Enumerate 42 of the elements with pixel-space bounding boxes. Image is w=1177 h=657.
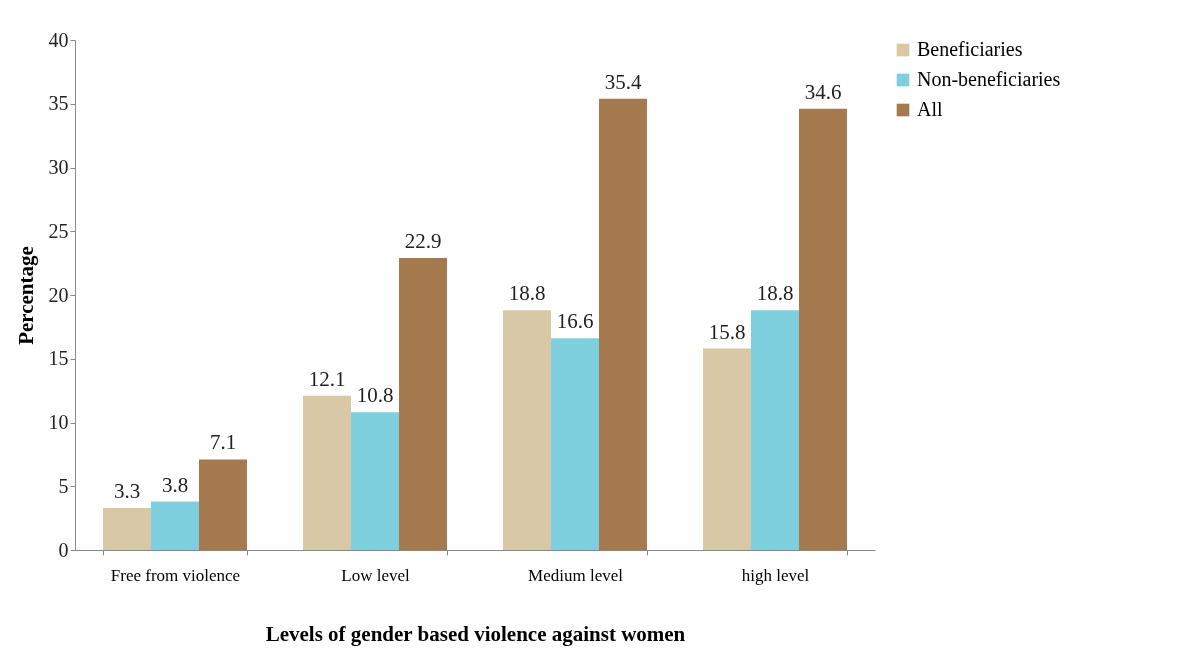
y-tick-label: 20	[48, 283, 69, 306]
y-tick-label: 25	[48, 219, 69, 242]
x-tick-label: high level	[741, 565, 810, 585]
bar	[751, 310, 799, 550]
y-tick-label: 0	[58, 538, 69, 561]
data-label: 34.6	[804, 79, 842, 104]
y-tick-label: 40	[48, 28, 69, 51]
y-tick-label: 15	[48, 347, 69, 370]
bar	[503, 310, 551, 550]
y-tick-label: 10	[48, 411, 69, 433]
bar	[103, 507, 151, 550]
data-label: 18.8	[508, 281, 546, 306]
bar	[703, 348, 751, 550]
data-label: 35.4	[604, 69, 642, 94]
data-label: 3.3	[113, 478, 141, 503]
data-label: 22.9	[404, 229, 442, 254]
data-label: 15.8	[708, 319, 746, 344]
bar	[551, 338, 599, 550]
legend-label: All	[917, 98, 943, 120]
data-label: 10.8	[356, 383, 394, 408]
data-label: 3.8	[161, 472, 189, 497]
legend-label: Non-beneficiaries	[917, 68, 1061, 90]
legend-label: Beneficiaries	[917, 38, 1023, 60]
bar	[799, 108, 847, 550]
y-tick-label: 30	[48, 156, 69, 178]
bar	[199, 459, 247, 550]
bar	[351, 412, 399, 550]
data-label: 12.1	[308, 366, 346, 391]
data-label: 16.6	[556, 309, 594, 334]
y-tick-label: 35	[48, 92, 69, 115]
x-tick-label: Free from violence	[110, 565, 241, 585]
data-label: 7.1	[209, 430, 237, 455]
x-tick-label: Medium level	[528, 565, 624, 585]
y-tick-label: 5	[58, 474, 69, 497]
data-label: 18.8	[756, 281, 794, 306]
bar	[599, 98, 647, 550]
bar	[399, 258, 447, 550]
y-axis-title: Percentage	[13, 246, 38, 345]
x-axis-title: Levels of gender based violence against women	[265, 621, 686, 646]
x-tick-label: Low level	[341, 565, 410, 585]
bar	[303, 395, 351, 550]
bar	[151, 501, 199, 550]
